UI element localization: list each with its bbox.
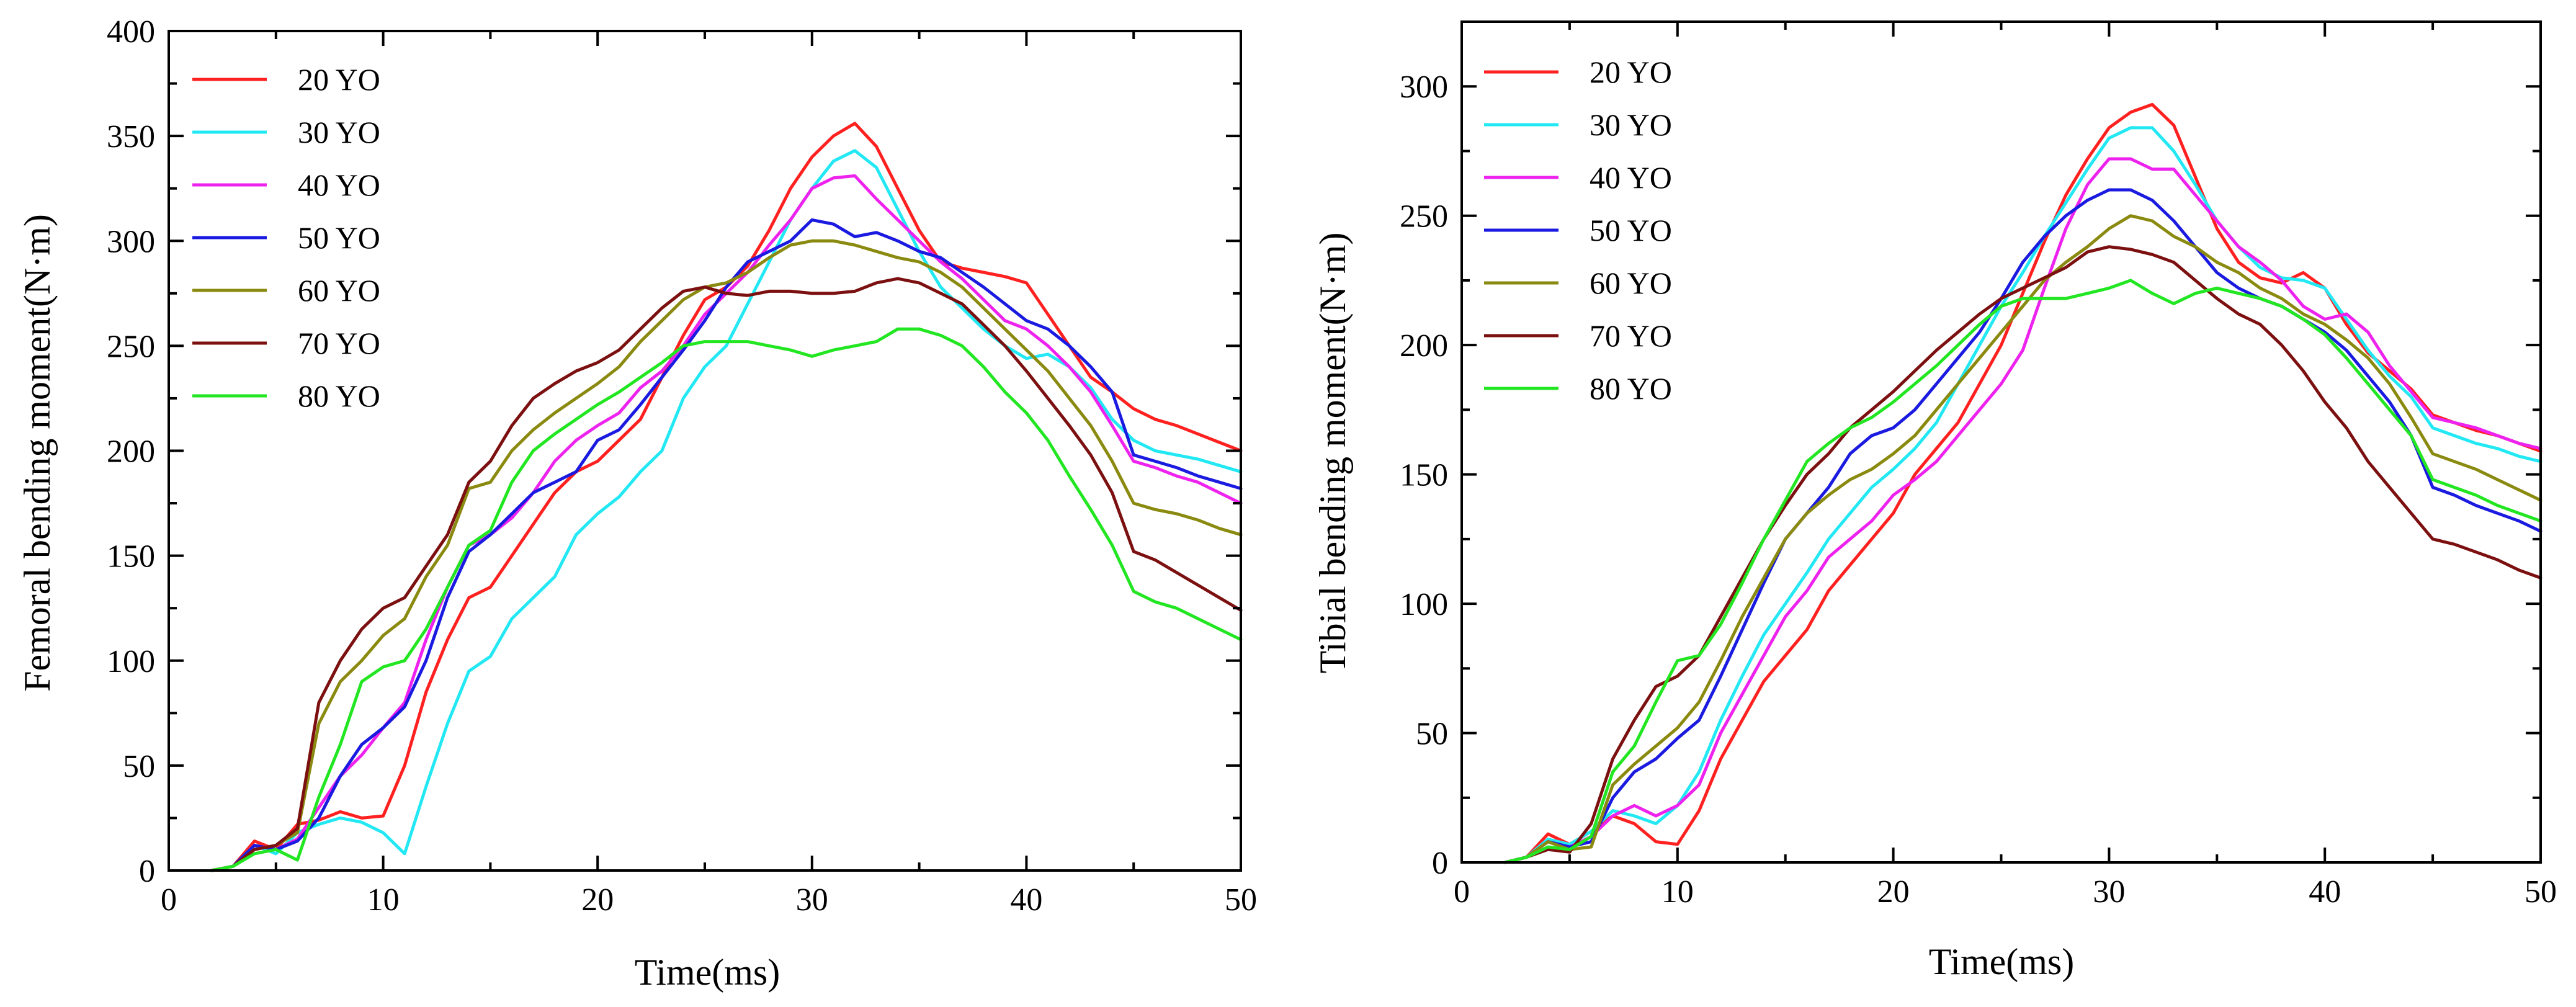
femoral-x-tick-label: 0: [161, 882, 177, 918]
femoral-y-tick-label: 150: [107, 539, 155, 575]
femoral-x-tick-label: 40: [1010, 882, 1042, 918]
tibial-series-line-20-yo: [1503, 102, 2542, 864]
tibial-series-line-60-yo: [1503, 214, 2542, 864]
femoral-plot-frame: [168, 30, 1242, 872]
tibial-x-tick-label: 50: [2525, 874, 2557, 910]
femoral-series-line-30-yo: [210, 149, 1243, 872]
femoral-y-tick-label: 0: [139, 854, 155, 889]
femoral-legend-label: 40 YO: [298, 168, 380, 202]
tibial-legend-label: 30 YO: [1590, 107, 1672, 142]
femoral-legend-label: 50 YO: [298, 220, 380, 255]
femoral-x-tick-label: 10: [367, 882, 400, 918]
tibial-x-tick-label: 30: [2093, 874, 2125, 910]
femoral-chart: Femoral bending moment(N·m) Time(ms) 0 10…: [17, 14, 1257, 993]
femoral-y-tick-label: 200: [107, 434, 155, 470]
femoral-x-tick-label: 30: [796, 882, 828, 918]
femoral-y-tick-label: 50: [123, 749, 155, 784]
femoral-y-tick-label: 400: [107, 14, 155, 50]
tibial-plot-frame: [1460, 20, 2542, 864]
tibial-y-tick-label: 50: [1416, 717, 1448, 752]
tibial-x-tick-label: 10: [1661, 874, 1694, 910]
femoral-y-tick-label: 100: [107, 644, 155, 679]
tibial-y-tick-label: 0: [1432, 846, 1448, 881]
tibial-legend-label: 20 YO: [1590, 55, 1672, 89]
tibial-y-tick-label: 200: [1400, 328, 1448, 364]
tibial-series-line-80-yo: [1503, 279, 2542, 864]
femoral-legend-label: 20 YO: [298, 62, 380, 97]
tibial-y-axis-title: Tibial bending moment(N·m): [1312, 232, 1353, 673]
femoral-y-axis-title: Femoral bending moment(N·m): [17, 214, 58, 692]
femoral-y-tick-label: 350: [107, 119, 155, 154]
femoral-legend-label: 70 YO: [298, 326, 380, 360]
tibial-series-line-70-yo: [1503, 245, 2542, 864]
tibial-y-tick-label: 250: [1400, 199, 1448, 235]
tibial-x-tick-label: 0: [1454, 874, 1470, 910]
femoral-series-line-70-yo: [210, 277, 1243, 872]
tibial-legend-label: 80 YO: [1590, 371, 1672, 406]
tibial-y-tick-label: 150: [1400, 458, 1448, 493]
tibial-series-line-50-yo: [1503, 188, 2542, 864]
femoral-series-line-60-yo: [210, 239, 1243, 872]
tibial-x-tick-label: 20: [1877, 874, 1910, 910]
femoral-x-tick-label: 50: [1225, 882, 1257, 918]
femoral-x-tick-label: 20: [581, 882, 614, 918]
femoral-series-line-80-yo: [210, 327, 1243, 872]
tibial-chart: Tibial bending moment(N·m) Time(ms) 0 10 2…: [1312, 20, 2557, 982]
femoral-x-axis-title: Time(ms): [635, 952, 780, 993]
tibial-legend-label: 40 YO: [1590, 160, 1672, 195]
femoral-y-tick-label: 250: [107, 329, 155, 364]
femoral-legend-label: 30 YO: [298, 115, 380, 150]
tibial-x-tick-label: 40: [2309, 874, 2341, 910]
femoral-legend-label: 80 YO: [298, 378, 380, 413]
tibial-series-line-40-yo: [1503, 157, 2542, 864]
tibial-legend-label: 60 YO: [1590, 266, 1672, 300]
femoral-y-tick-label: 300: [107, 224, 155, 259]
femoral-series-line-50-yo: [210, 218, 1243, 872]
tibial-legend-label: 50 YO: [1590, 213, 1672, 248]
femoral-legend-label: 60 YO: [298, 273, 380, 308]
tibial-y-tick-label: 300: [1400, 69, 1448, 105]
tibial-legend-label: 70 YO: [1590, 318, 1672, 353]
tibial-x-axis-title: Time(ms): [1929, 941, 2075, 982]
tibial-y-tick-label: 100: [1400, 587, 1448, 622]
